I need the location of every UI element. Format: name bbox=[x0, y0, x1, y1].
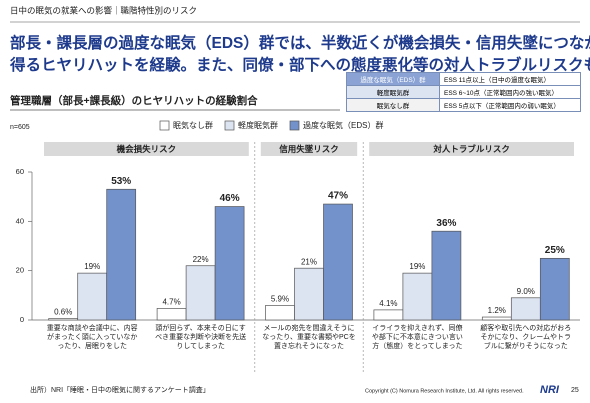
bar bbox=[402, 272, 433, 321]
group-header bbox=[369, 142, 574, 156]
legend-swatch bbox=[224, 120, 235, 131]
group-header bbox=[260, 142, 358, 156]
bar bbox=[481, 316, 512, 321]
category-label: イライラを抑えきれず、同僚や部下に不本意にきつい言い方（態度）をとってしまった bbox=[371, 325, 463, 350]
bar bbox=[431, 230, 462, 321]
y-tick-label: 0 bbox=[20, 315, 24, 324]
legend-swatch bbox=[289, 120, 300, 131]
bar bbox=[48, 318, 79, 321]
value-label: 1.2% bbox=[488, 306, 506, 315]
bar bbox=[77, 272, 108, 321]
definition-row: 眠気なし群 ESS 5点以下（正常範囲内の弱い眠気） bbox=[346, 98, 581, 112]
legend-swatch bbox=[159, 120, 170, 131]
bar bbox=[539, 257, 570, 321]
header-title: 日中の眠気の就業への影響｜職階特性別のリスク bbox=[10, 5, 197, 15]
group-label: 信用失墜リスク bbox=[279, 144, 339, 154]
bar bbox=[510, 297, 541, 321]
source: 出所）NRI「睡眠・日中の眠気に関するアンケート調査」 bbox=[30, 385, 210, 394]
value-label: 0.6% bbox=[54, 308, 72, 317]
sample-size: n=605 bbox=[10, 124, 30, 131]
value-label: 22% bbox=[193, 255, 209, 264]
bar bbox=[373, 309, 404, 321]
legend-label: 過度な眠気（EDS）群 bbox=[303, 120, 383, 130]
page-number: 25 bbox=[571, 387, 579, 394]
y-tick-label: 60 bbox=[16, 167, 24, 176]
bar bbox=[265, 305, 295, 321]
group-label: 対人トラブルリスク bbox=[432, 144, 510, 154]
definition-text: ESS 5点以下（正常範囲内の弱い眠気） bbox=[439, 98, 581, 112]
y-tick-label: 40 bbox=[16, 216, 24, 225]
definition-row: 過度な眠気（EDS）群 ESS 11点以上（日中の過度な眠気） bbox=[346, 72, 581, 86]
bar bbox=[106, 188, 137, 321]
category-label: 重要な商談や会議中に、内容がまったく頭に入っていなかったり、居眠りをした bbox=[46, 325, 138, 350]
definition-table: 過度な眠気（EDS）群 ESS 11点以上（日中の過度な眠気） 軽度眠気群 ESS 6… bbox=[346, 72, 581, 112]
definition-group: 過度な眠気（EDS）群 bbox=[346, 72, 440, 86]
value-label: 36% bbox=[436, 218, 456, 229]
bar bbox=[185, 265, 216, 321]
copyright: Copyright (C) Nomura Research Institute,… bbox=[365, 388, 524, 394]
value-label: 4.1% bbox=[379, 299, 397, 308]
legend-label: 軽度眠気群 bbox=[238, 120, 278, 130]
bar bbox=[323, 203, 353, 321]
bar bbox=[294, 267, 324, 321]
chart-title: 管理職層（部長+課長級）のヒヤリハットの経験割合 bbox=[10, 94, 258, 107]
category-label: 顧客や取引先への対応がおろそかになり、クレームやトラブルに繋がりそうになった bbox=[480, 325, 572, 350]
group-label: 機会損失リスク bbox=[117, 144, 177, 154]
value-label: 21% bbox=[301, 257, 317, 266]
definition-text: ESS 11点以上（日中の過度な眠気） bbox=[439, 72, 581, 86]
category-label: メールの宛先を間違えそうになったり、重要な書類やPCを置き忘れそうになった bbox=[262, 325, 356, 350]
value-label: 46% bbox=[220, 193, 240, 204]
category-label: 頭が回らず、本来その日にすべき重要な判断や決断を先送りしてしまった bbox=[155, 325, 247, 350]
definition-text: ESS 6~10点（正常範囲内の強い眠気） bbox=[439, 85, 581, 99]
y-tick-label: 20 bbox=[16, 266, 24, 275]
logo: NRI bbox=[540, 384, 560, 396]
value-label: 47% bbox=[328, 191, 348, 202]
value-label: 53% bbox=[111, 176, 131, 187]
bar bbox=[214, 206, 245, 321]
group-header bbox=[44, 142, 249, 156]
bar bbox=[156, 308, 187, 321]
value-label: 5.9% bbox=[271, 295, 289, 304]
definition-group: 眠気なし群 bbox=[346, 98, 440, 112]
value-label: 19% bbox=[409, 262, 425, 271]
definition-row: 軽度眠気群 ESS 6~10点（正常範囲内の強い眠気） bbox=[346, 85, 581, 99]
value-label: 9.0% bbox=[517, 287, 535, 296]
value-label: 4.7% bbox=[162, 298, 180, 307]
legend-label: 眠気なし群 bbox=[173, 120, 213, 130]
definition-group: 軽度眠気群 bbox=[346, 85, 440, 99]
headline: 部長・課長層の過度な眠気（EDS）群では、半数近くが機会損失・信用失墜につながり bbox=[10, 35, 590, 52]
value-label: 25% bbox=[545, 245, 565, 256]
value-label: 19% bbox=[84, 262, 100, 271]
headline: 得るヒヤリハットを経験。また、同僚・部下への態度悪化等の対人トラブルリスクも高い… bbox=[10, 57, 590, 74]
